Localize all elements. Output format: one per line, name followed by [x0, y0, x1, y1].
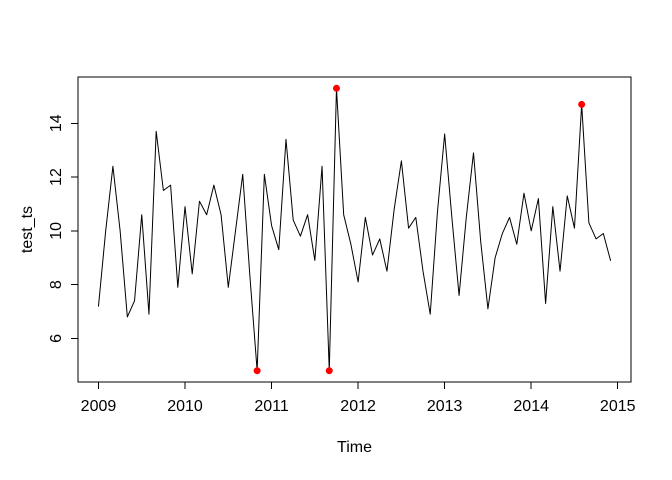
x-tick-label: 2012 — [340, 398, 376, 415]
outlier-point — [325, 367, 333, 375]
y-tick-label: 8 — [48, 280, 65, 289]
plot-frame — [77, 76, 632, 383]
y-tick-label: 14 — [48, 114, 65, 132]
x-tick-label: 2010 — [167, 398, 203, 415]
y-tick-label: 12 — [48, 168, 65, 186]
y-tick-label: 10 — [48, 222, 65, 240]
outlier-point — [332, 84, 340, 92]
y-axis-label: test_ts — [19, 206, 36, 253]
y-tick-label: 6 — [48, 334, 65, 343]
x-tick-label: 2015 — [600, 398, 636, 415]
outlier-point — [578, 100, 586, 108]
x-axis-label: Time — [337, 439, 372, 456]
x-axis: 2009 2010 2011 2012 2013 2014 2015 — [81, 382, 636, 415]
series-line — [97, 87, 612, 372]
outlier-point — [253, 367, 261, 375]
x-tick-label: 2014 — [513, 398, 549, 415]
x-tick-label: 2013 — [427, 398, 463, 415]
x-tick-label: 2011 — [254, 398, 289, 415]
x-tick-label: 2009 — [81, 398, 117, 415]
outlier-points — [253, 84, 586, 375]
y-axis: 6 8 10 12 14 — [48, 114, 78, 343]
